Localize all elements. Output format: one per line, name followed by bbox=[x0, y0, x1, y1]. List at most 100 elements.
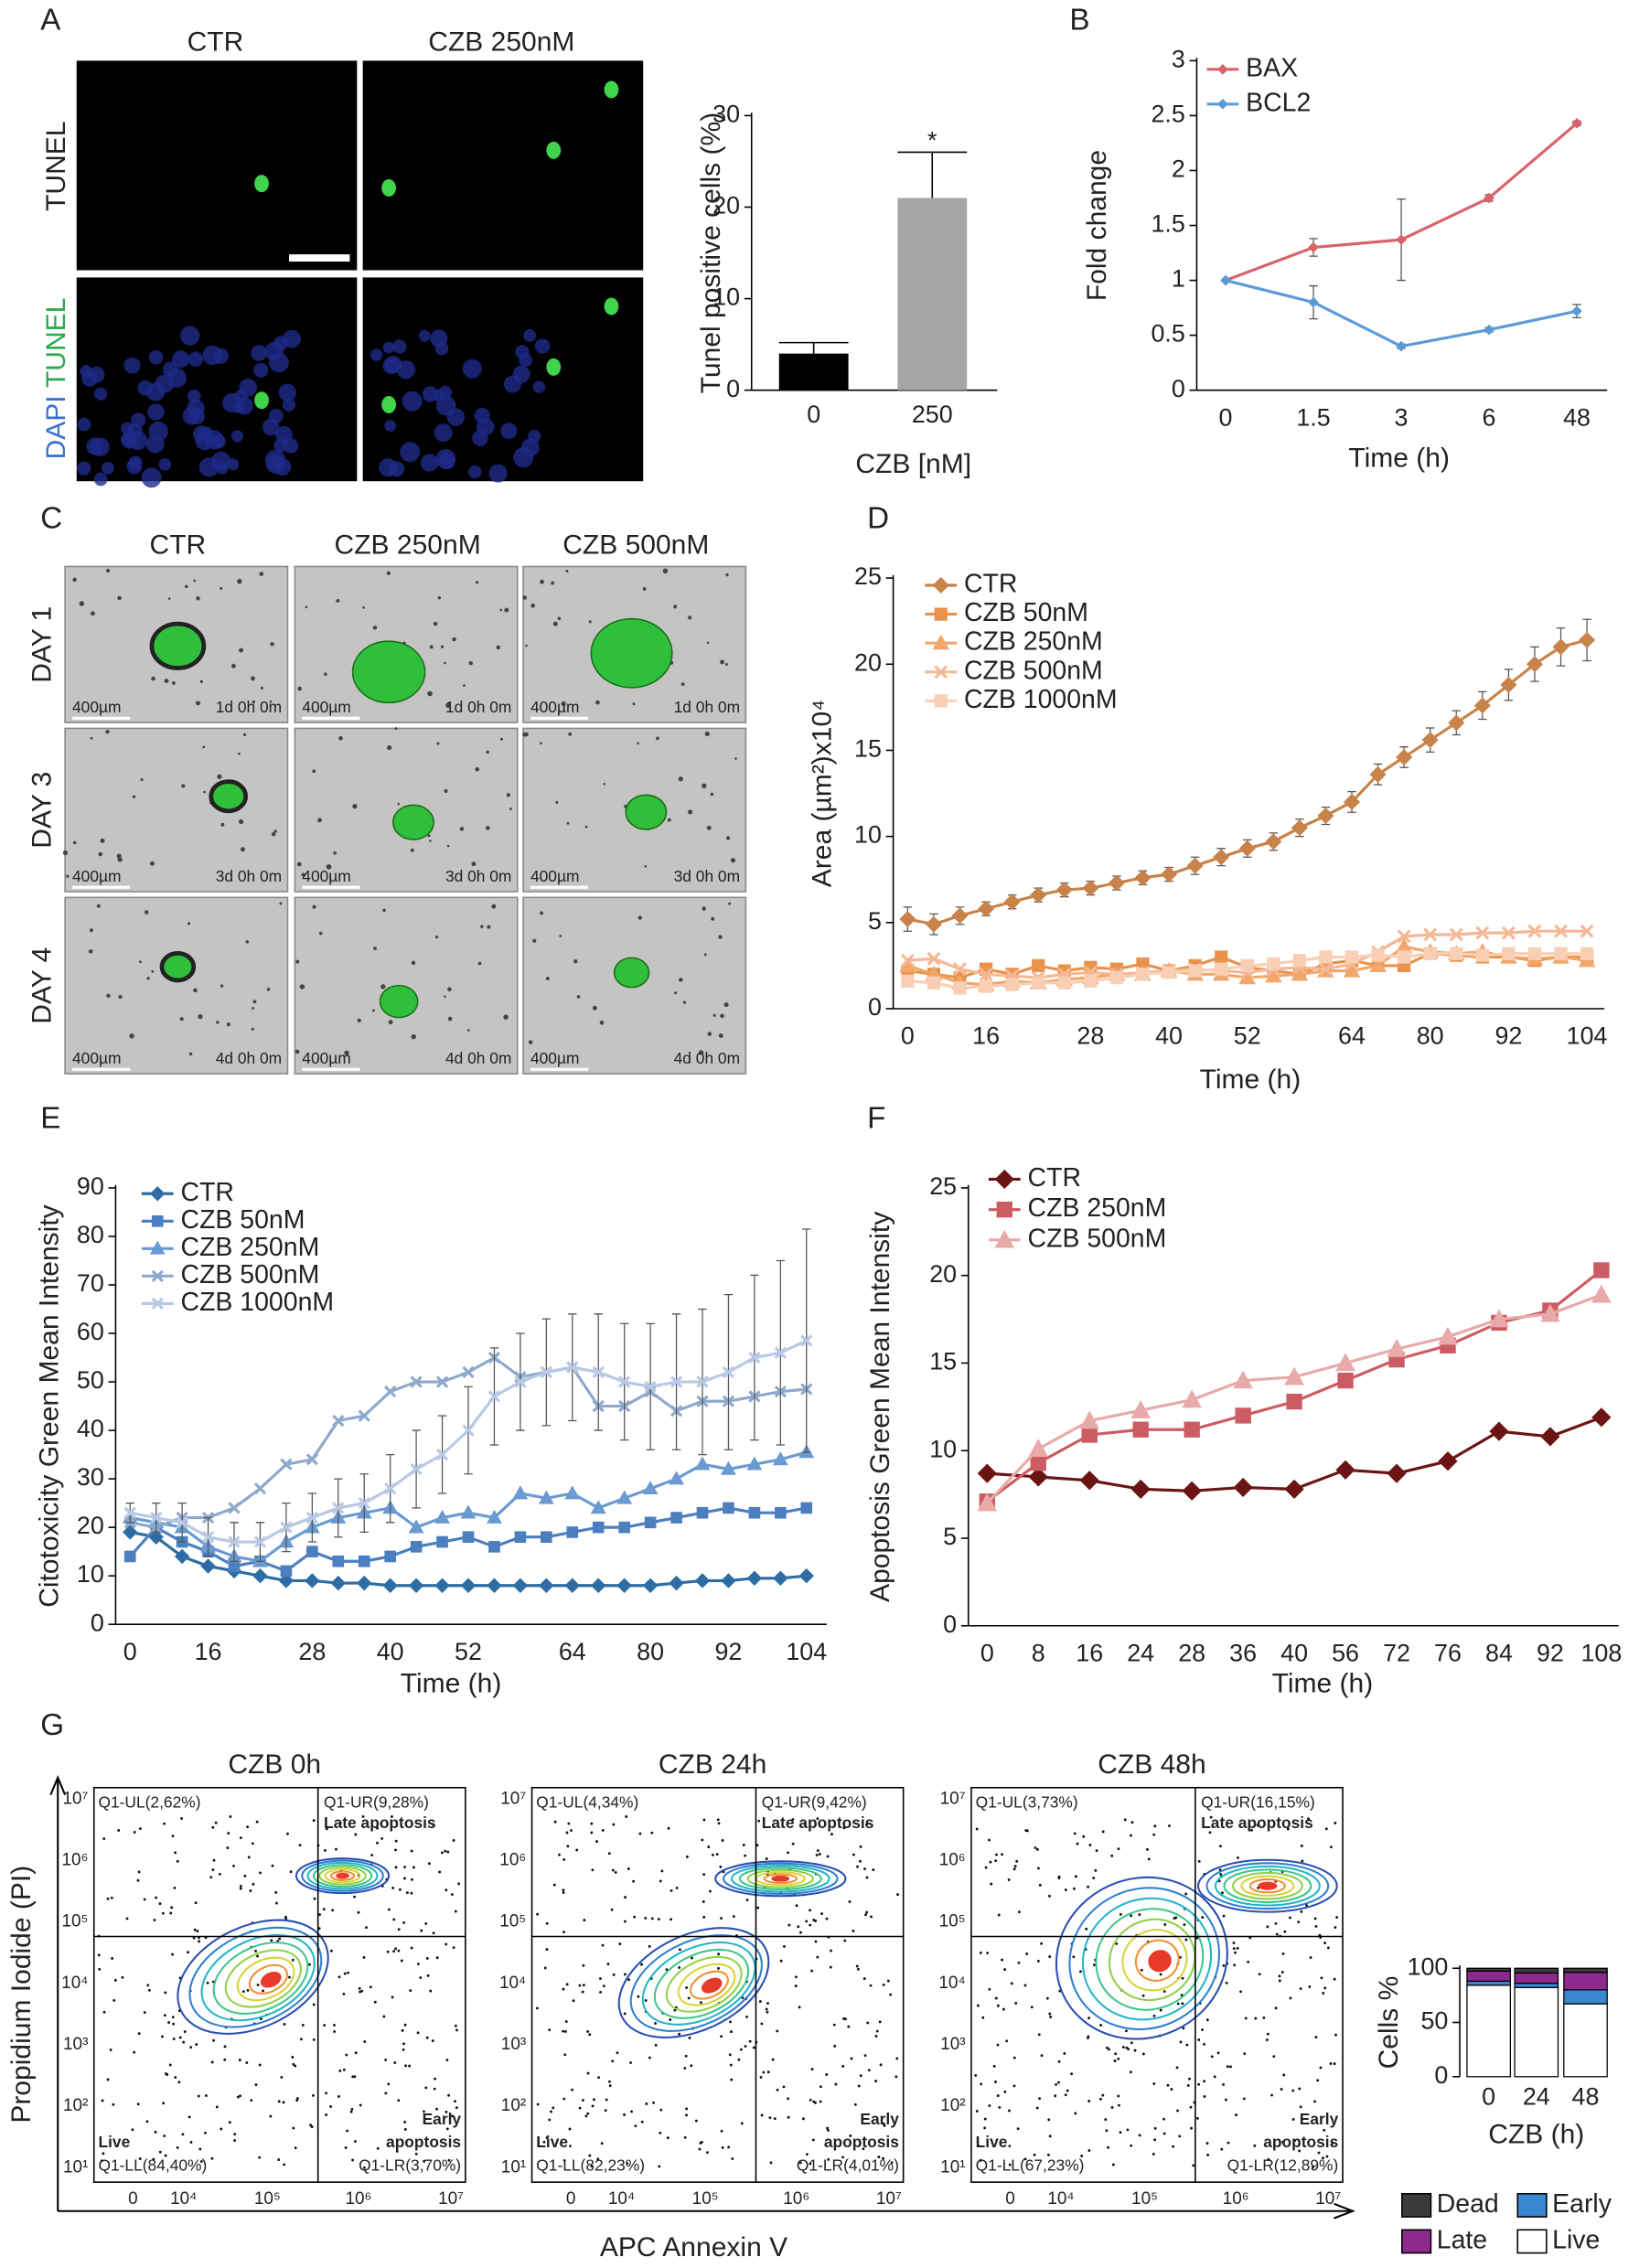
marker bbox=[1079, 1471, 1099, 1491]
legend-label: CZB 500nM bbox=[181, 1260, 320, 1289]
debris bbox=[525, 644, 528, 647]
event bbox=[454, 1910, 457, 1913]
event bbox=[210, 2060, 214, 2064]
event bbox=[614, 1871, 617, 1874]
event bbox=[98, 1967, 102, 1971]
event bbox=[1001, 1958, 1003, 1962]
debris bbox=[480, 925, 484, 928]
marker bbox=[977, 1492, 998, 1512]
event bbox=[1008, 2109, 1011, 2113]
event bbox=[1203, 2042, 1205, 2046]
marker bbox=[410, 1541, 423, 1553]
event bbox=[258, 2156, 262, 2159]
event bbox=[634, 2124, 637, 2128]
event bbox=[1162, 2117, 1165, 2121]
event bbox=[1300, 1910, 1303, 1913]
error-bar bbox=[778, 341, 849, 354]
panel-letter: C bbox=[40, 502, 62, 536]
event bbox=[258, 2063, 262, 2067]
event bbox=[154, 2130, 157, 2134]
event bbox=[1016, 2127, 1020, 2131]
event bbox=[702, 1915, 706, 1919]
event bbox=[1323, 1942, 1327, 1944]
event bbox=[133, 1831, 136, 1834]
event bbox=[611, 2059, 615, 2063]
event bbox=[1138, 2134, 1141, 2137]
event bbox=[700, 2001, 702, 2005]
event bbox=[1012, 2084, 1016, 2088]
event bbox=[1278, 1974, 1281, 1978]
event bbox=[1121, 2046, 1125, 2049]
debris bbox=[295, 1049, 300, 1054]
column-title: CZB 500nM bbox=[562, 530, 709, 560]
y-tick-label: 2.5 bbox=[1151, 101, 1184, 128]
marker bbox=[1084, 974, 1098, 988]
event bbox=[1213, 2075, 1216, 2079]
contour bbox=[306, 1861, 379, 1890]
event bbox=[744, 2045, 747, 2048]
event bbox=[416, 1963, 420, 1965]
debris bbox=[273, 829, 277, 833]
event bbox=[1129, 2070, 1132, 2074]
marker bbox=[1030, 1454, 1046, 1471]
event bbox=[975, 2110, 979, 2113]
marker bbox=[1005, 978, 1019, 991]
y-tick-label: 2 bbox=[1172, 155, 1185, 183]
event bbox=[155, 1896, 158, 1899]
series-line bbox=[986, 1268, 1602, 1503]
event bbox=[232, 1864, 235, 1867]
event bbox=[209, 1876, 213, 1879]
event bbox=[553, 1820, 557, 1824]
x-tick-label: 0 bbox=[1219, 403, 1233, 431]
event bbox=[1286, 1827, 1290, 1831]
debris bbox=[720, 659, 724, 665]
event bbox=[814, 1940, 818, 1943]
event bbox=[720, 2129, 723, 2133]
debris bbox=[440, 645, 445, 648]
event bbox=[401, 2028, 404, 2032]
event bbox=[981, 2016, 985, 2019]
event bbox=[1280, 1971, 1284, 1974]
debris bbox=[326, 864, 332, 870]
marker bbox=[123, 1550, 136, 1563]
event bbox=[582, 2099, 584, 2102]
event bbox=[1014, 2002, 1018, 2005]
event bbox=[1322, 2156, 1324, 2160]
marker bbox=[979, 967, 993, 981]
event bbox=[1101, 1830, 1105, 1834]
event bbox=[354, 1833, 358, 1836]
event bbox=[878, 2020, 882, 2024]
event bbox=[329, 1949, 333, 1952]
marker bbox=[722, 1365, 735, 1379]
marker bbox=[1233, 1370, 1253, 1389]
marker bbox=[1473, 697, 1491, 714]
quadrant-label: Q1-UL(4,34%) bbox=[536, 1793, 638, 1812]
debris bbox=[656, 736, 659, 741]
event bbox=[167, 2021, 170, 2024]
event bbox=[164, 2154, 167, 2157]
event bbox=[358, 1986, 361, 1990]
marker bbox=[669, 1471, 685, 1485]
debris bbox=[674, 991, 678, 995]
contour bbox=[177, 1919, 329, 2035]
debris bbox=[725, 572, 729, 577]
event bbox=[243, 1874, 247, 1878]
debris bbox=[251, 676, 255, 681]
x-axis-label: Time (h) bbox=[401, 1668, 502, 1698]
event bbox=[1038, 1883, 1042, 1887]
event bbox=[998, 2105, 1002, 2109]
bar-segment bbox=[1563, 1972, 1608, 1991]
event bbox=[172, 2038, 176, 2040]
event bbox=[416, 2031, 420, 2035]
marker bbox=[1593, 1262, 1610, 1278]
event bbox=[1274, 2006, 1278, 2010]
y-tick-label: 0 bbox=[943, 1610, 957, 1638]
marker bbox=[514, 1375, 527, 1388]
debris bbox=[682, 1000, 687, 1004]
event bbox=[548, 2118, 552, 2122]
debris bbox=[433, 621, 438, 626]
event bbox=[825, 2073, 829, 2076]
event bbox=[994, 1996, 998, 2000]
event bbox=[445, 2059, 449, 2061]
event bbox=[1002, 2007, 1005, 2011]
